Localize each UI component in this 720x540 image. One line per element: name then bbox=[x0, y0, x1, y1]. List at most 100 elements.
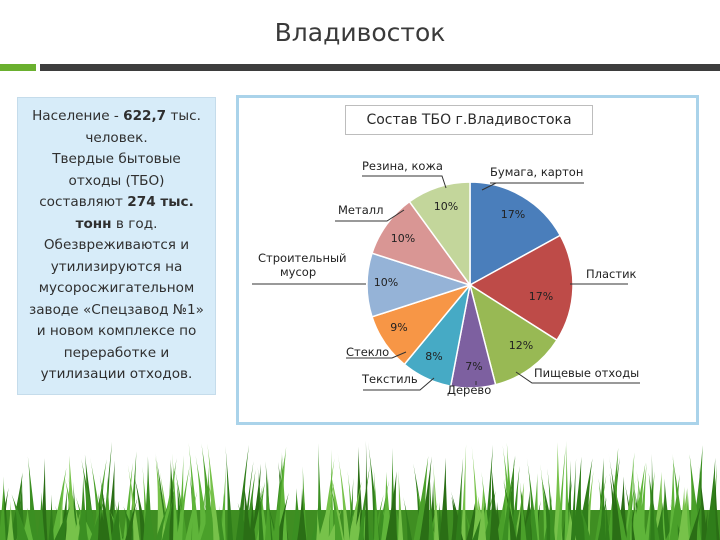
grass-blade bbox=[155, 501, 170, 540]
leader-line bbox=[346, 351, 407, 359]
grass-blade bbox=[92, 459, 107, 540]
grass-blade bbox=[637, 463, 647, 540]
grass-blade bbox=[204, 466, 213, 540]
info-panel: Население - 622,7 тыс. человек. Твердые … bbox=[17, 97, 216, 395]
grass-blade bbox=[51, 467, 67, 540]
grass-blade bbox=[477, 485, 487, 540]
info-text: отходы (ТБО) bbox=[68, 172, 165, 189]
grass-blade bbox=[669, 474, 680, 540]
grass-blade bbox=[654, 501, 665, 540]
info-text: утилизации отходов. bbox=[40, 366, 193, 382]
grass-blade bbox=[608, 453, 622, 540]
chart-title: Состав ТБО г.Владивостока bbox=[345, 105, 593, 135]
grass-blade bbox=[547, 468, 556, 540]
info-text: Твердые бытовые bbox=[52, 151, 181, 167]
grass-blade bbox=[243, 482, 252, 540]
grass-blade bbox=[403, 497, 412, 540]
grass-blade bbox=[572, 456, 583, 540]
grass-blade bbox=[174, 466, 188, 540]
grass-blade bbox=[27, 456, 38, 540]
grass-blade bbox=[455, 457, 464, 540]
grass-blade bbox=[489, 466, 500, 540]
category-label: Дерево bbox=[447, 383, 491, 397]
grass-blade bbox=[595, 475, 607, 540]
grass-blade bbox=[273, 446, 287, 540]
grass-blade bbox=[0, 476, 6, 540]
info-text: и новом комплексе по bbox=[36, 323, 197, 339]
grass-blade bbox=[570, 458, 577, 540]
info-text: мусоросжигательном bbox=[38, 280, 195, 296]
grass-blade bbox=[36, 492, 45, 540]
grass-blade bbox=[495, 485, 507, 540]
grass-blade bbox=[172, 453, 179, 540]
grass-blade bbox=[125, 496, 138, 540]
grass-blade bbox=[78, 475, 88, 540]
grass-blade bbox=[433, 463, 439, 540]
grass-blade bbox=[698, 466, 708, 540]
grass-blade bbox=[54, 505, 71, 540]
info-text: Обезвреживаются и bbox=[43, 237, 190, 253]
category-label: Строительный bbox=[258, 251, 347, 265]
grass-blade bbox=[678, 486, 688, 540]
grass-blade bbox=[472, 504, 477, 540]
grass-blade bbox=[90, 497, 105, 540]
leader-line bbox=[363, 377, 435, 391]
grass-blade bbox=[161, 494, 174, 540]
data-label: 10% bbox=[374, 276, 398, 289]
grass-blade bbox=[97, 498, 103, 540]
grass-blade bbox=[348, 481, 362, 540]
leader-line bbox=[515, 371, 640, 384]
info-text: утилизируются на bbox=[50, 258, 183, 275]
data-label: 7% bbox=[465, 360, 482, 373]
grass-blade bbox=[556, 445, 566, 540]
data-label: 8% bbox=[425, 350, 442, 363]
grass-blade bbox=[297, 488, 307, 540]
category-label: Резина, кожа bbox=[362, 159, 443, 173]
leader-line bbox=[362, 175, 447, 189]
info-text: 274 тыс. bbox=[127, 194, 194, 210]
grass-blade bbox=[502, 479, 517, 540]
grass-blade bbox=[578, 502, 592, 540]
grass-blade bbox=[428, 475, 434, 540]
grass-blade bbox=[330, 472, 345, 540]
grass-blade bbox=[316, 509, 321, 540]
grass-blade bbox=[198, 485, 206, 540]
grass-blade bbox=[11, 494, 29, 540]
pie-slice bbox=[469, 181, 562, 287]
grass-blade bbox=[481, 471, 490, 540]
grass-blade bbox=[72, 508, 82, 540]
grass-blade bbox=[273, 454, 283, 540]
grass-blade bbox=[276, 492, 289, 540]
grass-blade bbox=[188, 442, 200, 540]
grass-blade bbox=[502, 445, 516, 540]
grass-blade bbox=[373, 469, 379, 540]
grass-blade bbox=[127, 464, 140, 540]
grass-blade bbox=[207, 443, 220, 540]
grass-blade bbox=[99, 475, 110, 540]
grass-blade bbox=[65, 455, 77, 540]
grass-blade bbox=[526, 458, 538, 540]
grass-blade bbox=[460, 444, 467, 540]
grass-blade bbox=[176, 464, 190, 540]
data-label: 17% bbox=[529, 290, 553, 303]
grass-blade bbox=[219, 505, 225, 540]
info-text: тонн bbox=[75, 215, 112, 232]
grass-blade bbox=[650, 453, 655, 540]
grass-blade bbox=[48, 494, 54, 540]
info-text: заводе «Спецзавод №1» bbox=[29, 301, 204, 318]
grass-blade bbox=[689, 502, 702, 540]
grass-blade bbox=[691, 445, 703, 540]
grass-blade bbox=[337, 452, 350, 540]
grass-blade bbox=[311, 504, 323, 540]
grass-blade bbox=[520, 502, 533, 540]
grass-blade bbox=[519, 481, 527, 540]
title-accent-bar bbox=[0, 64, 36, 71]
data-label: 10% bbox=[434, 200, 458, 213]
leader-line bbox=[481, 182, 584, 191]
grass-blade bbox=[705, 457, 717, 540]
grass-blade bbox=[612, 479, 627, 540]
grass-blade bbox=[185, 491, 198, 540]
category-label: Металл bbox=[338, 203, 383, 217]
grass-blade bbox=[398, 470, 404, 540]
